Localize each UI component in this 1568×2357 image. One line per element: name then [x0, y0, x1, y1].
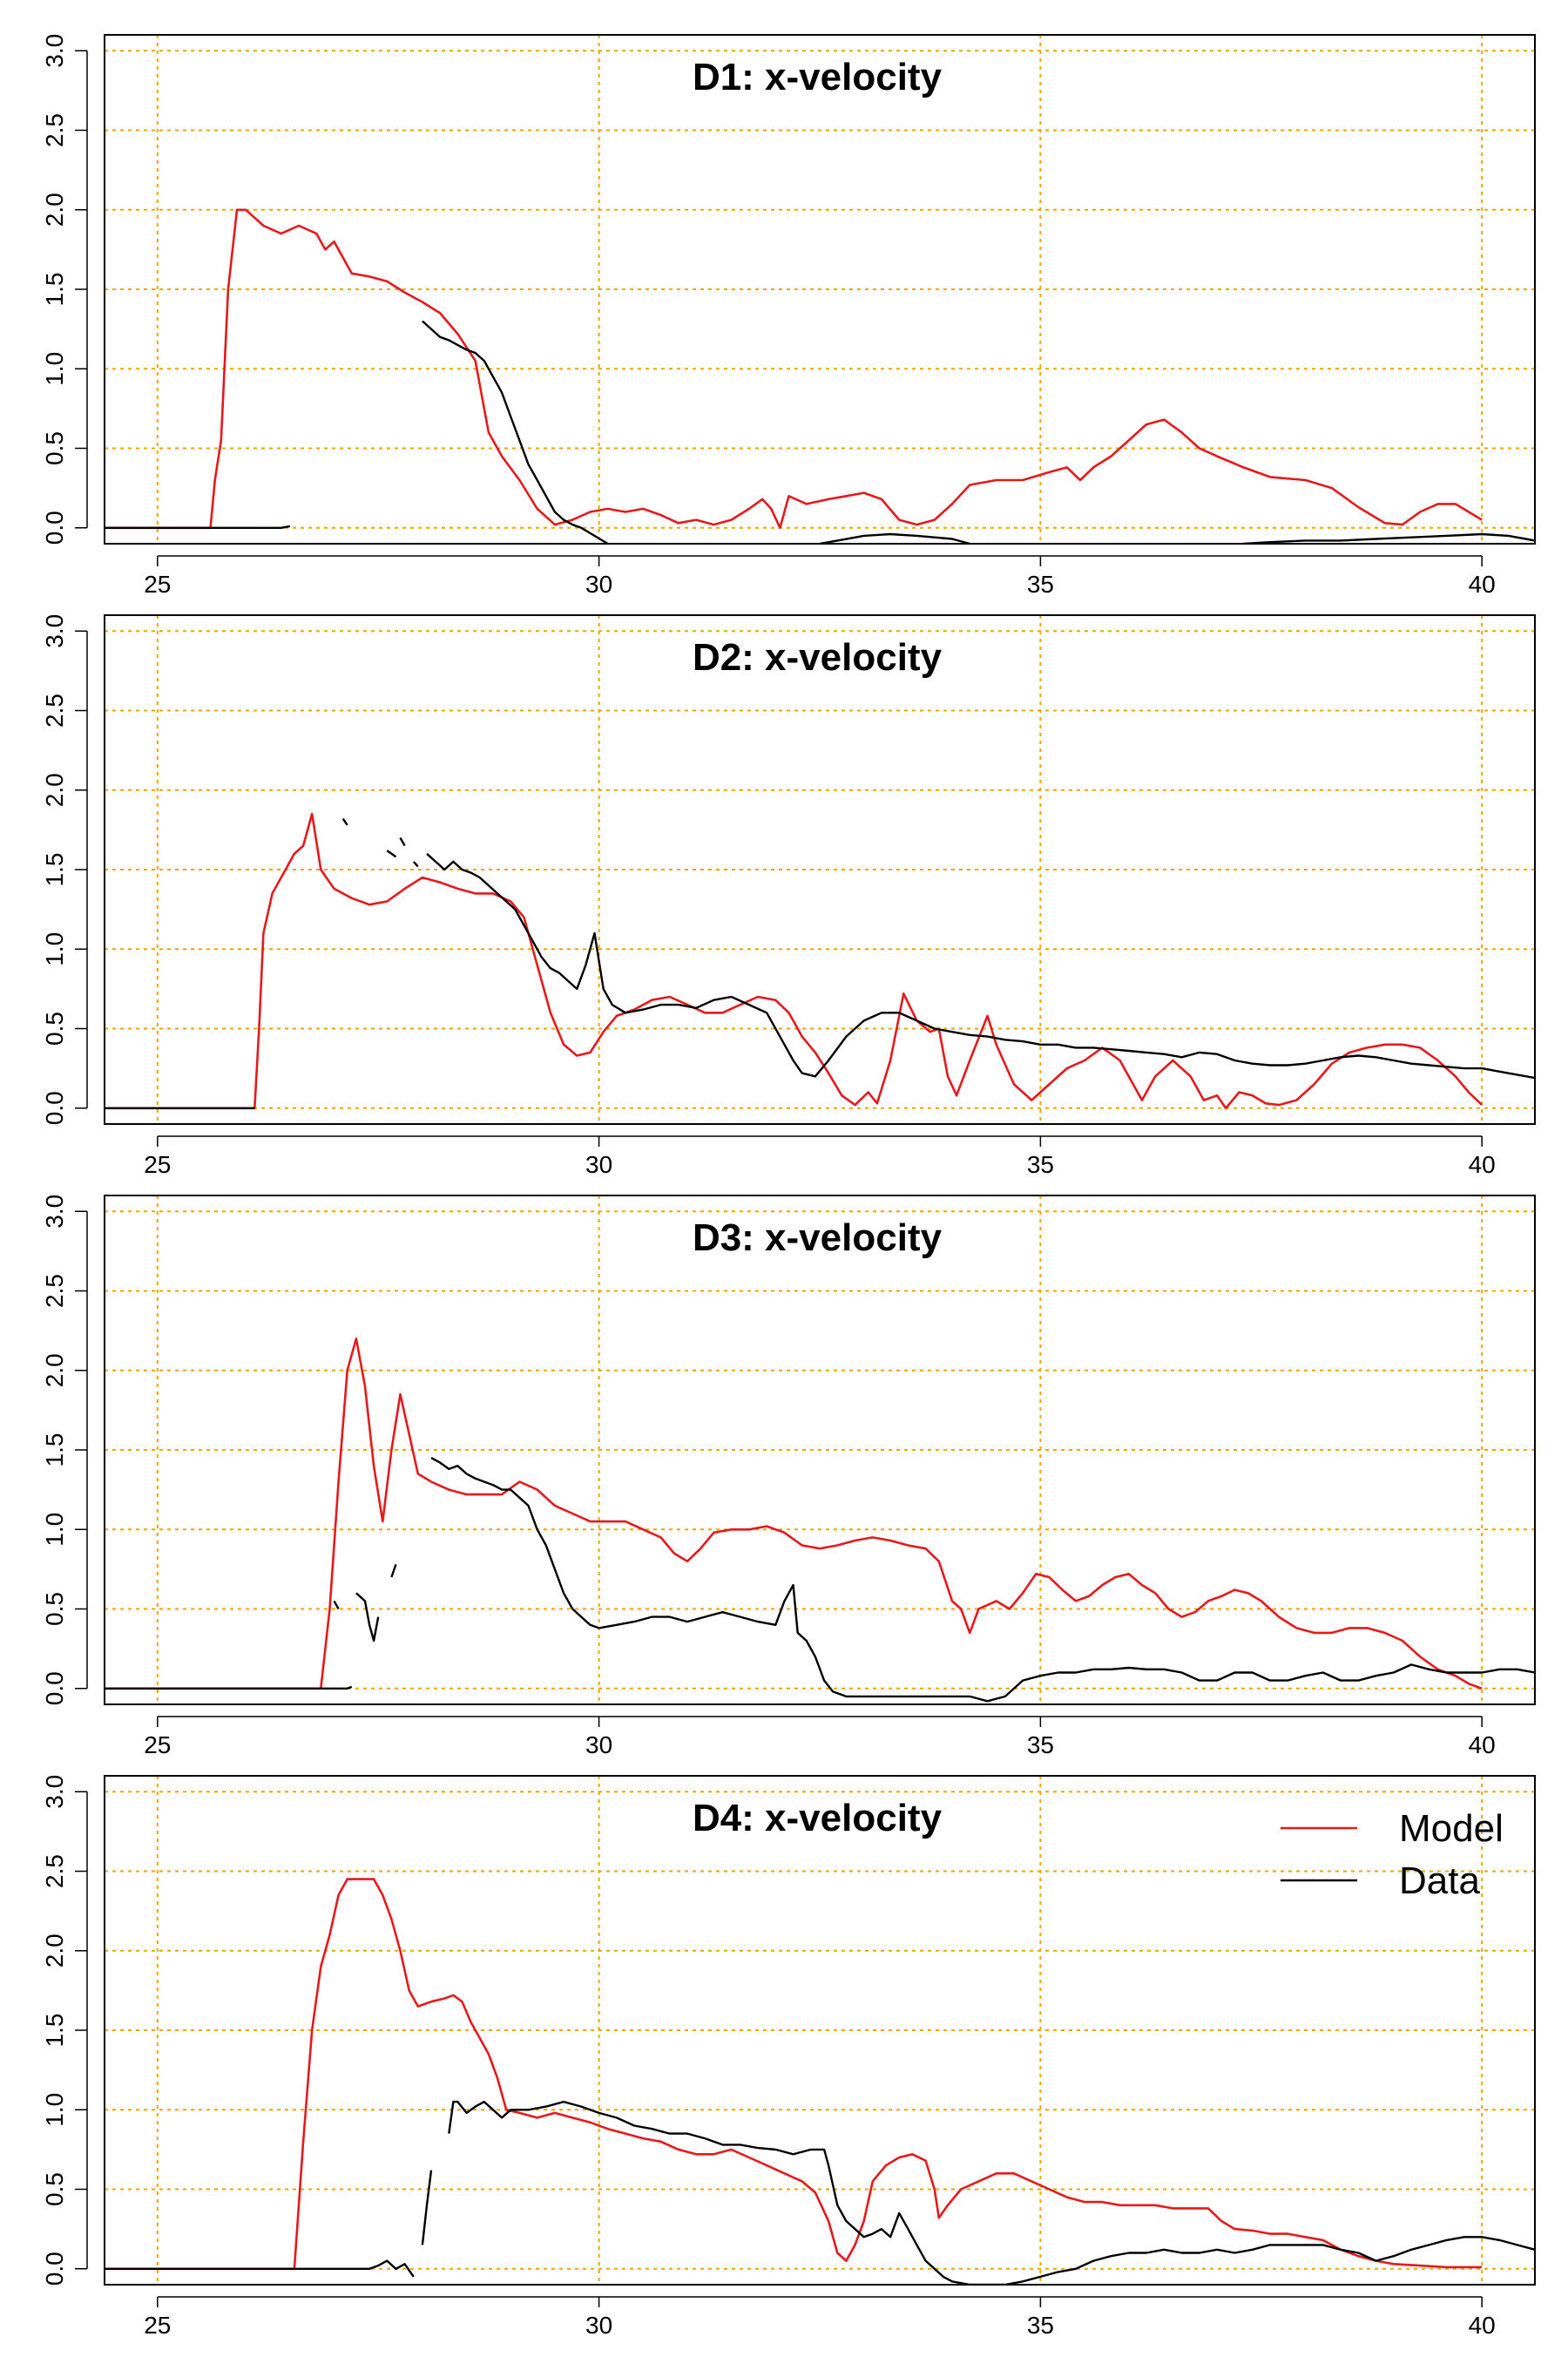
- y-tick-label: 3.0: [41, 34, 68, 68]
- y-tick-label: 0.0: [41, 511, 68, 545]
- series-data-line: [819, 532, 970, 544]
- series-data-line: [390, 1564, 397, 1578]
- y-tick-label: 0.0: [41, 1091, 68, 1125]
- series-data-line: [333, 1600, 340, 1610]
- x-tick-label: 30: [585, 1151, 612, 1178]
- chart-panel-2: 0.0 0.5 1.0 1.5 2.0 2.5 3.0 25 30 35 40 D2: x-veloc…: [41, 614, 1536, 1178]
- y-tick-label: 3.0: [41, 614, 68, 648]
- series-data-line: [386, 850, 397, 858]
- series-data-line: [355, 1592, 380, 1642]
- y-tick-label: 2.5: [41, 694, 68, 728]
- y-tick-label: 0.0: [41, 1671, 68, 1705]
- y-tick-label: 0.5: [41, 1592, 68, 1626]
- legend-label-data: Data: [1399, 1859, 1480, 1902]
- plot-frame: [104, 1195, 1536, 1705]
- y-tick-label: 3.0: [41, 1775, 68, 1809]
- series-model-line: [105, 812, 1484, 1110]
- y-tick-label: 2.0: [41, 1353, 68, 1387]
- y-tick-label: 1.0: [41, 2093, 68, 2127]
- series-data-line: [1243, 532, 1535, 544]
- chart-title: D4: x-velocity: [693, 1797, 943, 1839]
- y-tick-label: 1.5: [41, 273, 68, 307]
- y-tick-label: 2.0: [41, 773, 68, 807]
- y-tick-label: 1.0: [41, 352, 68, 386]
- x-tick-label: 25: [144, 2312, 171, 2339]
- chart-panel-4: 0.0 0.5 1.0 1.5 2.0 2.5 3.0 25 30 35 40 D4: x-veloc…: [41, 1775, 1536, 2339]
- plot-frame: [104, 34, 1536, 545]
- y-tick-label: 0.5: [41, 2172, 68, 2206]
- y-tick-label: 0.5: [41, 431, 68, 465]
- series-model-line: [105, 1338, 1483, 1690]
- chart-title: D1: x-velocity: [693, 56, 943, 98]
- series-data-line: [422, 320, 609, 544]
- y-tick-label: 2.5: [41, 1854, 68, 1888]
- x-tick-label: 40: [1469, 571, 1496, 598]
- x-tick-label: 35: [1027, 571, 1054, 598]
- chart-panel-3: 0.0 0.5 1.0 1.5 2.0 2.5 3.0 25 30 35 40 D3: x-veloc…: [41, 1195, 1536, 1758]
- x-tick-label: 25: [144, 1151, 171, 1178]
- x-tick-label: 35: [1027, 1151, 1054, 1178]
- x-tick-label: 25: [144, 571, 171, 598]
- y-tick-label: 1.0: [41, 932, 68, 966]
- series-data-line: [448, 2100, 1535, 2285]
- x-tick-label: 40: [1469, 1731, 1496, 1758]
- plot-frame: [104, 1775, 1536, 2286]
- y-tick-label: 2.5: [41, 113, 68, 147]
- y-tick-label: 0.5: [41, 1012, 68, 1046]
- chart-title: D2: x-velocity: [693, 636, 943, 679]
- x-tick-label: 25: [144, 1731, 171, 1758]
- x-tick-label: 35: [1027, 2312, 1054, 2339]
- x-tick-label: 40: [1469, 1151, 1496, 1178]
- y-tick-label: 2.5: [41, 1274, 68, 1308]
- y-tick-label: 2.0: [41, 1934, 68, 1968]
- series-data-line: [105, 1685, 353, 1690]
- y-tick-label: 2.0: [41, 193, 68, 227]
- series-data-line: [421, 2170, 433, 2245]
- x-tick-label: 35: [1027, 1731, 1054, 1758]
- y-tick-label: 3.0: [41, 1195, 68, 1229]
- y-tick-label: 0.0: [41, 2252, 68, 2286]
- y-tick-label: 1.5: [41, 2014, 68, 2048]
- legend-label-model: Model: [1399, 1807, 1504, 1850]
- series-data-line: [105, 525, 291, 529]
- x-tick-label: 40: [1469, 2312, 1496, 2339]
- y-tick-label: 1.5: [41, 1433, 68, 1467]
- y-tick-label: 1.0: [41, 1513, 68, 1547]
- series-model-line: [105, 208, 1483, 530]
- series-data-line: [430, 1457, 1535, 1703]
- x-tick-label: 30: [585, 571, 612, 598]
- series-data-line: [412, 861, 419, 868]
- y-tick-label: 1.5: [41, 853, 68, 887]
- series-data-line: [341, 817, 348, 826]
- series-data-line: [105, 2259, 415, 2278]
- series-model-line: [105, 1878, 1483, 2271]
- chart-panel-1: 0.0 0.5 1.0 1.5 2.0 2.5 3.0 25 30 35 40 D1: x-veloc…: [41, 34, 1536, 598]
- x-tick-label: 30: [585, 1731, 612, 1758]
- x-tick-label: 30: [585, 2312, 612, 2339]
- series-data-line: [426, 852, 1535, 1080]
- chart-title: D3: x-velocity: [693, 1216, 943, 1259]
- plot-frame: [104, 614, 1536, 1125]
- series-data-line: [399, 836, 406, 847]
